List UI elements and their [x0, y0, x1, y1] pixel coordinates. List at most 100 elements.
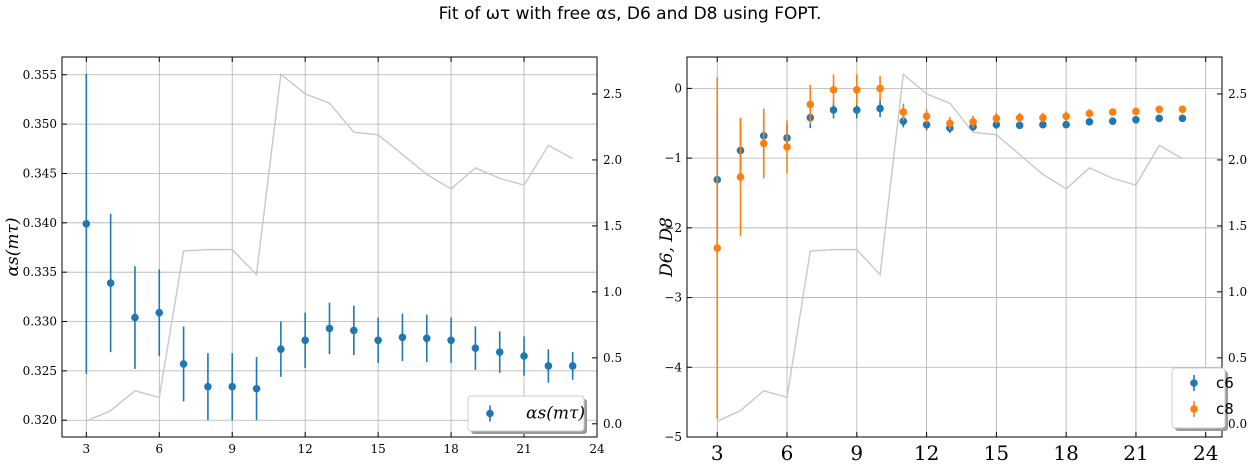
y-tick-label: −4: [664, 360, 682, 374]
data-point: [1085, 118, 1094, 126]
data-point: [252, 384, 261, 393]
data-point: [350, 326, 358, 335]
legend-marker: [1190, 379, 1198, 387]
series-αs(mτ): [82, 73, 577, 421]
y-tick-label: −1: [664, 151, 682, 165]
y2-tick-label: 0.0: [603, 417, 622, 431]
data-point: [374, 336, 382, 345]
secondary-series-line: [86, 72, 574, 422]
y-tick-label: 0: [674, 81, 682, 95]
legend-label: αs(mτ): [526, 404, 585, 424]
data-point: [422, 334, 431, 343]
x-tick-label: 12: [298, 442, 313, 456]
data-point: [1015, 121, 1024, 130]
series-c6: [713, 100, 1187, 250]
y-axis-label: αs(mτ): [3, 218, 23, 277]
y-tick-label: 0.355: [23, 68, 57, 82]
x-tick-label: 3: [82, 442, 90, 456]
y-tick-label: −3: [664, 291, 682, 305]
legend-marker: [1190, 405, 1198, 413]
y-tick-label: 0.320: [23, 413, 57, 427]
y-tick-label: 0.350: [23, 117, 57, 131]
data-point: [179, 360, 188, 368]
data-point: [471, 344, 480, 352]
data-point: [853, 106, 861, 114]
y-tick-label: 0.325: [23, 364, 57, 378]
x-tick-label: 15: [984, 441, 1009, 465]
data-point: [1085, 109, 1094, 118]
figure-title: Fit of ωτ with free αs, D6 and D8 using …: [438, 4, 822, 24]
x-tick-label: 9: [850, 441, 863, 465]
data-point: [806, 100, 815, 109]
data-point: [853, 85, 861, 94]
legend-box: [1171, 367, 1226, 429]
data-point: [1108, 117, 1117, 125]
data-point: [106, 279, 115, 287]
data-point: [568, 362, 577, 370]
data-point: [398, 333, 407, 342]
data-point: [1155, 105, 1163, 114]
data-point: [1178, 105, 1187, 114]
data-point: [922, 120, 931, 129]
legend-label: c6: [1216, 374, 1234, 392]
x-tick-label: 9: [228, 442, 236, 456]
axes-frame: [61, 56, 598, 438]
y2-tick-label: 2.5: [603, 87, 622, 101]
y2-tick-label: 0.5: [603, 351, 622, 365]
y-tick-label: 0.330: [23, 315, 57, 329]
data-point: [1062, 112, 1070, 121]
x-tick-label: 6: [155, 442, 163, 456]
y2-tick-label: 0.5: [1228, 351, 1247, 365]
data-point: [82, 220, 91, 228]
data-point: [1062, 120, 1070, 129]
x-tick-label: 21: [516, 442, 531, 456]
data-point: [899, 108, 908, 116]
data-point: [520, 352, 528, 360]
legend-marker: [486, 409, 494, 418]
data-point: [131, 313, 139, 322]
data-point: [325, 324, 334, 333]
y-tick-label: 0.345: [23, 166, 57, 180]
data-point: [992, 120, 1001, 129]
data-point: [829, 85, 838, 94]
x-tick-label: 12: [914, 441, 939, 465]
data-point: [1178, 114, 1187, 123]
x-tick-label: 3: [711, 441, 724, 465]
data-point: [946, 119, 954, 128]
y2-tick-label: 2.0: [603, 153, 622, 167]
x-tick-label: 18: [443, 442, 458, 456]
y-tick-label: −2: [664, 221, 682, 235]
x-tick-label: 18: [1053, 441, 1078, 465]
data-point: [204, 382, 212, 391]
data-point: [277, 345, 285, 353]
data-point: [228, 382, 237, 391]
data-point: [783, 143, 791, 151]
y2-tick-label: 1.5: [603, 219, 622, 233]
data-point: [876, 104, 884, 113]
y2-tick-label: 2.0: [1228, 153, 1247, 167]
data-point: [1108, 108, 1117, 116]
data-point: [301, 336, 309, 345]
x-tick-label: 21: [1123, 441, 1148, 465]
series-c8: [713, 74, 1187, 419]
legend: αs(mτ): [467, 395, 587, 434]
data-point: [1039, 113, 1047, 122]
data-point: [969, 118, 977, 126]
data-point: [992, 114, 1001, 123]
data-point: [713, 244, 722, 252]
data-point: [155, 308, 164, 317]
data-point: [447, 336, 455, 345]
data-point: [759, 139, 768, 148]
data-point: [1039, 120, 1047, 129]
y2-tick-label: 2.5: [1228, 87, 1247, 101]
data-point: [1015, 113, 1024, 122]
y2-tick-label: 0.0: [1228, 417, 1247, 431]
x-tick-label: 24: [589, 442, 605, 456]
y2-tick-label: 1.0: [603, 285, 622, 299]
x-tick-label: 6: [781, 441, 794, 465]
y-tick-label: 0.335: [23, 265, 57, 279]
y-tick-label: 0.340: [23, 216, 57, 230]
data-point: [736, 173, 745, 181]
